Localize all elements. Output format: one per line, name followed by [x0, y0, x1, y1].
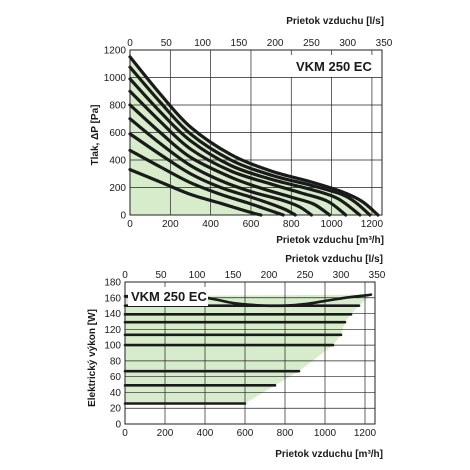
- pressure-x2-tick-label: 100: [194, 38, 211, 49]
- pressure-x-tick-label: 1200: [361, 219, 384, 230]
- power-y-tick-label: 160: [104, 293, 121, 304]
- power-y-tick-label: 60: [110, 372, 122, 383]
- power-x2-tick-label: 0: [122, 270, 128, 281]
- pressure-x-tick-label: 600: [243, 219, 260, 230]
- power-y-tick-label: 120: [104, 325, 121, 336]
- pressure-x2-tick-label: 50: [161, 38, 173, 49]
- pressure-series-line-7: [128, 132, 297, 217]
- power-plot-frame: [124, 281, 376, 425]
- pressure-x-tick-label: 1000: [320, 219, 343, 230]
- power-x-tick-label: 1200: [354, 428, 377, 439]
- power-y-tick-label: 80: [110, 356, 122, 367]
- power-y-ticks: 0 20 40 60 80 100 120 140 160 180: [104, 278, 121, 431]
- pressure-y-tick-label: 400: [109, 156, 126, 167]
- power-chart: 0 200 400 600 800 1000 1200 0 50 100 150 200 250 300…: [87, 254, 386, 460]
- pressure-series-line-1: [128, 55, 380, 217]
- power-y-tick-label: 0: [115, 420, 121, 431]
- pressure-series-line-3: [128, 77, 362, 217]
- power-x2-tick-label: 150: [225, 270, 242, 281]
- pressure-x-tick-label: 200: [162, 219, 179, 230]
- power-x-tick-label: 800: [277, 428, 294, 439]
- power-chart-title: VKM 250 EC: [131, 289, 207, 304]
- power-x2-tick-label: 100: [189, 270, 206, 281]
- power-x-ticks: 0 200 400 600 800 1000 1200: [122, 428, 376, 439]
- pressure-series-line-9: [128, 168, 263, 217]
- pressure-x-tick-label: 800: [283, 219, 300, 230]
- pressure-series-line-6: [128, 117, 314, 217]
- pressure-y-tick-label: 0: [120, 211, 126, 222]
- pressure-series-line-8: [128, 148, 285, 217]
- pressure-x-axis-label: Prietok vzduchu [m³/h]: [276, 235, 384, 246]
- pressure-x2-tick-label: 250: [303, 38, 320, 49]
- pressure-chart: 0 200 400 600 800 1000 1200 0 50 100 150 200 250 300…: [90, 16, 393, 246]
- pressure-y-tick-label: 1200: [104, 46, 127, 57]
- pressure-y-axis-label: Tlak, ΔP [Pa]: [90, 105, 101, 166]
- pressure-x2-tick-label: 0: [127, 38, 133, 49]
- power-x-tick-label: 200: [157, 428, 174, 439]
- pressure-x2-axis-label: Prietok vzduchu [l/s]: [286, 16, 384, 27]
- pressure-y-tick-label: 600: [109, 128, 126, 139]
- power-x-axis-label: Prietok vzduchu [m³/h]: [275, 449, 383, 460]
- power-x-tick-label: 0: [122, 428, 128, 439]
- pressure-y-tick-label: 200: [109, 183, 126, 194]
- pressure-y-tick-label: 800: [109, 101, 126, 112]
- power-x-tick-label: 600: [237, 428, 254, 439]
- power-y-tick-label: 100: [104, 341, 121, 352]
- pressure-series-group: [128, 55, 380, 217]
- power-x2-ticks: 0 50 100 150 200 250 300 350: [122, 270, 386, 281]
- pressure-plot-frame: [129, 49, 383, 216]
- power-x2-tick-label: 250: [297, 270, 314, 281]
- pressure-title-box: [288, 55, 376, 77]
- power-y-tick-label: 40: [110, 388, 122, 399]
- pressure-x-tick-label: 0: [127, 219, 133, 230]
- power-x-tick-label: 400: [197, 428, 214, 439]
- pressure-series-line-5: [128, 103, 332, 217]
- power-x2-tick-label: 300: [333, 270, 350, 281]
- power-y-tick-label: 20: [110, 404, 122, 415]
- pressure-series-line-4: [128, 89, 348, 217]
- pressure-x2-tick-label: 150: [231, 38, 248, 49]
- pressure-series-line-2: [128, 65, 372, 217]
- pressure-chart-title: VKM 250 EC: [296, 59, 372, 74]
- power-x-tick-label: 1000: [314, 428, 337, 439]
- pressure-x2-tick-label: 300: [339, 38, 356, 49]
- power-y-tick-label: 140: [104, 309, 121, 320]
- pressure-y-tick-label: 1000: [104, 73, 127, 84]
- pressure-x-ticks: 0 200 400 600 800 1000 1200: [127, 219, 383, 230]
- power-title-box: [128, 287, 208, 306]
- pressure-x-tick-label: 400: [202, 219, 219, 230]
- pressure-y-ticks: 0 200 400 600 800 1000 1200: [104, 46, 127, 222]
- power-x2-tick-label: 50: [155, 270, 167, 281]
- power-x2-tick-label: 200: [261, 270, 278, 281]
- pressure-x2-tick-label: 200: [267, 38, 284, 49]
- power-area-fill: [125, 294, 371, 404]
- pressure-x2-tick-label: 350: [376, 38, 393, 49]
- power-x2-tick-label: 350: [369, 270, 386, 281]
- pressure-x2-ticks: 0 50 100 150 200 250 300 350: [127, 38, 393, 49]
- power-y-axis-label: Elektrický výkon [W]: [87, 309, 98, 407]
- power-x2-axis-label: Prietok vzduchu [l/s]: [285, 254, 383, 265]
- power-y-tick-label: 180: [104, 278, 121, 289]
